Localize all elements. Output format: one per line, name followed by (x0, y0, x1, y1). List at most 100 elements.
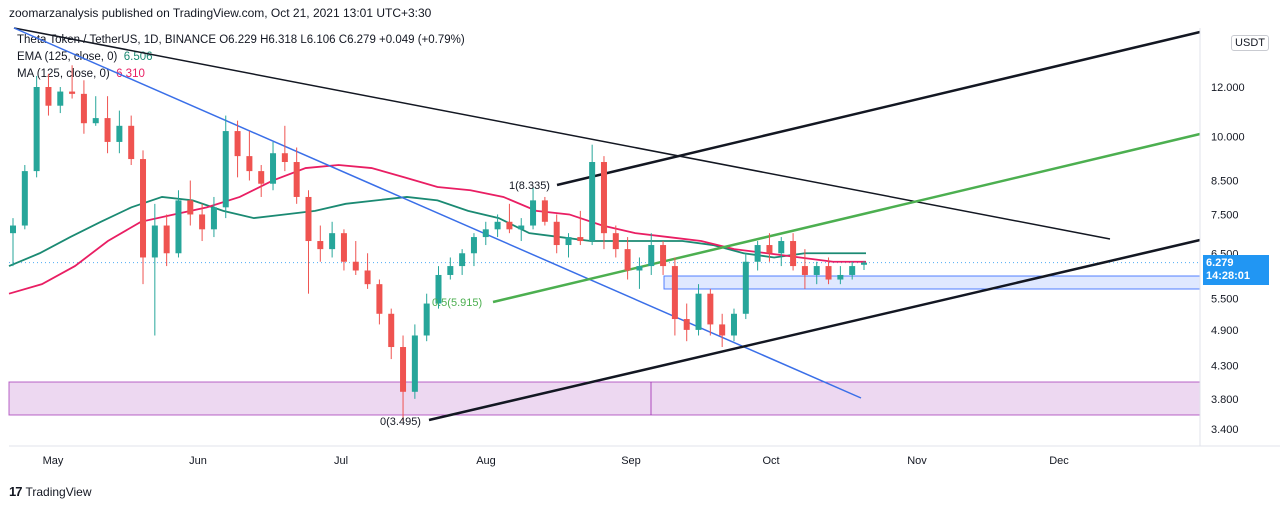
y-tick-label: 4.300 (1211, 360, 1239, 372)
candle-body (317, 241, 324, 250)
candle-body (234, 131, 241, 157)
candle-body (813, 266, 820, 275)
candle-body (470, 237, 477, 254)
candle-body (530, 200, 537, 226)
candle-body (447, 266, 454, 275)
ma-value: 6.310 (116, 68, 145, 80)
candle-body (45, 87, 52, 106)
candle-body (849, 266, 856, 275)
x-tick-label: Aug (476, 455, 496, 467)
candle-body (199, 214, 206, 230)
candle-body (104, 118, 111, 142)
downtrend-line-blue (13, 27, 862, 399)
tradingview-logo-icon: 17 (9, 484, 23, 499)
x-tick-label: Nov (907, 455, 927, 467)
ma-label: MA (125, close, 0) (17, 68, 110, 80)
candle-body (742, 261, 749, 314)
candle-body (10, 225, 16, 234)
candle-body (33, 87, 40, 172)
candle-body (518, 225, 525, 230)
fib-level-0-label: 0(3.495) (380, 416, 421, 428)
ema-legend[interactable]: EMA (125, close, 0) 6.506 (17, 51, 153, 63)
candle-body (116, 125, 123, 142)
candle-body (281, 153, 288, 163)
candle-body (163, 225, 170, 254)
candle-body (577, 237, 584, 242)
ema-label: EMA (125, close, 0) (17, 51, 118, 63)
candle-body (128, 125, 135, 160)
candle-body (352, 261, 359, 271)
candle-body (730, 313, 737, 336)
currency-badge[interactable]: USDT (1231, 35, 1269, 51)
candle-body (494, 221, 501, 230)
candle-body (423, 303, 430, 336)
footer-brand: TradingView (25, 484, 92, 499)
candle-body (801, 266, 808, 275)
candle-body (140, 159, 147, 258)
candle-body (435, 274, 442, 304)
fib-level-1-label: 1(8.335) (509, 180, 550, 192)
candle-body (861, 262, 867, 265)
candle-body (376, 284, 383, 314)
ma-125-line (8, 164, 866, 295)
current-price-value: 6.279 (1206, 257, 1234, 269)
x-tick-label: Dec (1049, 455, 1069, 467)
candle-body (222, 131, 229, 208)
candle-body (707, 293, 714, 325)
candle-body (151, 225, 158, 258)
candle-body (388, 313, 395, 348)
candle-body (565, 237, 572, 246)
candle-body (270, 153, 277, 184)
candle-body (187, 200, 194, 215)
candle-body (660, 245, 667, 267)
fib-level-0.5-label: 0.5(5.915) (432, 297, 482, 309)
candle-body (21, 171, 28, 226)
candle-body (683, 319, 690, 330)
candle-body (305, 196, 312, 242)
tradingview-footer[interactable]: 17 TradingView (9, 484, 92, 499)
candle-body (790, 241, 797, 267)
candle-body (624, 249, 631, 271)
x-tick-label: Jul (334, 455, 348, 467)
x-tick-label: Oct (762, 455, 779, 467)
channel-mid-line (492, 132, 1201, 304)
candle-body (459, 253, 466, 267)
ma-legend[interactable]: MA (125, close, 0) 6.310 (17, 68, 145, 80)
candle-body (612, 233, 619, 250)
candle-body (482, 229, 489, 238)
symbol-legend[interactable]: Theta Token / TetherUS, 1D, BINANCE O6.2… (17, 34, 465, 46)
candle-body (671, 266, 678, 320)
candle-body (719, 324, 726, 336)
candle-body (364, 270, 371, 285)
candle-body (589, 162, 596, 242)
current-price-label: 6.279 14:28:01 (1203, 255, 1269, 285)
channel-top-line (556, 30, 1201, 187)
candle-body (80, 93, 87, 124)
y-tick-label: 5.500 (1211, 294, 1239, 306)
candle-body (541, 200, 548, 222)
candle-body (754, 245, 761, 262)
y-tick-label: 8.500 (1211, 176, 1239, 188)
candle-body (766, 245, 773, 254)
support-zone-purple (8, 381, 1201, 416)
candle-body (258, 171, 265, 184)
candle-body (246, 156, 253, 172)
candle-body (506, 221, 513, 230)
y-tick-label: 12.000 (1211, 82, 1245, 94)
candle-body (293, 162, 300, 197)
channel-bottom-line (428, 238, 1201, 422)
candle-body (837, 274, 844, 280)
y-tick-label: 10.000 (1211, 131, 1245, 143)
downtrend-line-black (13, 27, 1111, 240)
candle-body (648, 245, 655, 267)
candle-body (175, 200, 182, 254)
candle-body (636, 266, 643, 271)
candle-body (695, 293, 702, 330)
bar-countdown: 14:28:01 (1206, 270, 1251, 282)
publisher-header: zoomarzanalysis published on TradingView… (9, 6, 432, 20)
candle-body (600, 162, 607, 234)
candle-body (825, 266, 832, 280)
ema-125-line (8, 196, 866, 267)
candle-body (553, 221, 560, 246)
